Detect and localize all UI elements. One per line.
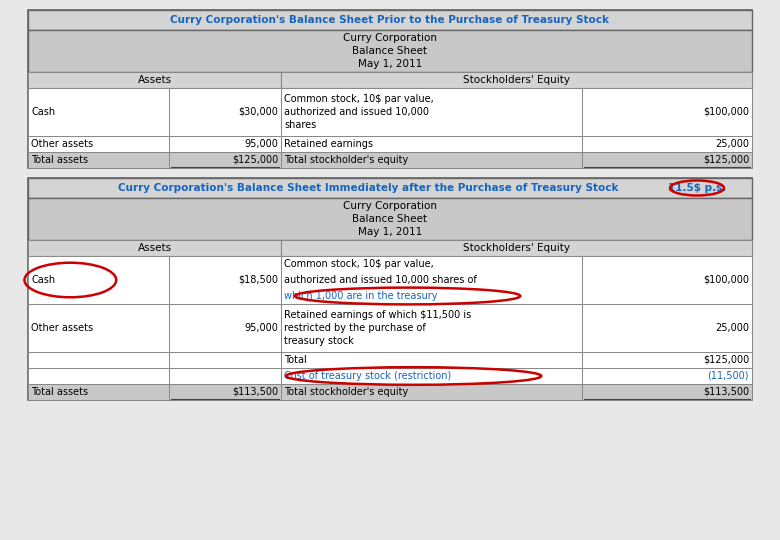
Bar [582, 152, 752, 168]
Text: (11,500): (11,500) [707, 371, 749, 381]
Bar [169, 88, 282, 136]
Bar [28, 10, 752, 30]
Text: 25,000: 25,000 [715, 139, 749, 149]
Bar [169, 152, 282, 168]
Text: $100,000: $100,000 [703, 275, 749, 285]
Bar [582, 256, 752, 304]
Text: Curry Corporation's Balance Sheet Prior to the Purchase of Treasury Stock: Curry Corporation's Balance Sheet Prior … [171, 15, 609, 25]
Bar [28, 178, 752, 400]
Bar [282, 88, 582, 136]
Bar [169, 304, 282, 352]
Text: Curry Corporation's Balance Sheet Immediately after the Purchase of Treasury Sto: Curry Corporation's Balance Sheet Immedi… [118, 183, 626, 193]
Text: $30,000: $30,000 [239, 107, 278, 117]
Bar [169, 384, 282, 400]
Text: Retained earnings of which $11,500 is
restricted by the purchase of
treasury sto: Retained earnings of which $11,500 is re… [285, 310, 472, 346]
Text: Assets: Assets [137, 243, 172, 253]
Bar [28, 136, 169, 152]
Bar [28, 30, 752, 72]
Bar [169, 256, 282, 304]
Bar [169, 368, 282, 384]
Text: Curry Corporation
Balance Sheet
May 1, 2011: Curry Corporation Balance Sheet May 1, 2… [343, 33, 437, 69]
Bar [28, 304, 169, 352]
Bar [28, 198, 752, 240]
Bar [28, 384, 169, 400]
Text: 95,000: 95,000 [244, 323, 278, 333]
Bar [28, 256, 169, 304]
Bar [28, 152, 169, 168]
Text: $125,000: $125,000 [232, 155, 278, 165]
Bar [282, 304, 582, 352]
Bar [282, 368, 582, 384]
Text: authorized and issued 10,000 shares of: authorized and issued 10,000 shares of [285, 275, 477, 285]
Bar [28, 352, 169, 368]
Bar [582, 304, 752, 352]
Text: $100,000: $100,000 [703, 107, 749, 117]
Bar [282, 152, 582, 168]
Text: 11.5$ p.s.: 11.5$ p.s. [668, 183, 726, 193]
Text: Cash: Cash [31, 107, 55, 117]
Bar [28, 368, 169, 384]
Text: Cost of treasury stock (restriction): Cost of treasury stock (restriction) [285, 371, 452, 381]
Bar [582, 88, 752, 136]
Text: Total: Total [285, 355, 307, 365]
Text: Cash: Cash [31, 275, 55, 285]
Bar [282, 72, 752, 88]
Bar [582, 384, 752, 400]
Text: $125,000: $125,000 [703, 155, 749, 165]
Text: which 1,000 are in the treasury: which 1,000 are in the treasury [285, 291, 438, 301]
Bar [28, 240, 282, 256]
Bar [282, 136, 582, 152]
Text: $125,000: $125,000 [703, 355, 749, 365]
Text: Common stock, 10$ par value,: Common stock, 10$ par value, [285, 259, 434, 269]
Text: Other assets: Other assets [31, 139, 93, 149]
Bar [28, 178, 752, 198]
Bar [582, 136, 752, 152]
Text: Retained earnings: Retained earnings [285, 139, 374, 149]
Text: 25,000: 25,000 [715, 323, 749, 333]
Bar [282, 240, 752, 256]
Text: $113,500: $113,500 [232, 387, 278, 397]
Text: $18,500: $18,500 [239, 275, 278, 285]
Text: Curry Corporation
Balance Sheet
May 1, 2011: Curry Corporation Balance Sheet May 1, 2… [343, 201, 437, 237]
Bar [28, 72, 282, 88]
Text: Total stockholder's equity: Total stockholder's equity [285, 155, 409, 165]
Bar [582, 368, 752, 384]
Text: 95,000: 95,000 [244, 139, 278, 149]
Bar [282, 384, 582, 400]
Text: Other assets: Other assets [31, 323, 93, 333]
Text: Stockholders' Equity: Stockholders' Equity [463, 243, 570, 253]
Bar [282, 256, 582, 304]
Text: Total assets: Total assets [31, 155, 88, 165]
Text: $113,500: $113,500 [703, 387, 749, 397]
Bar [169, 136, 282, 152]
Bar [582, 352, 752, 368]
Text: Total stockholder's equity: Total stockholder's equity [285, 387, 409, 397]
Text: Total assets: Total assets [31, 387, 88, 397]
Text: Stockholders' Equity: Stockholders' Equity [463, 75, 570, 85]
Text: Assets: Assets [137, 75, 172, 85]
Bar [28, 10, 752, 168]
Bar [169, 352, 282, 368]
Text: Common stock, 10$ par value,
authorized and issued 10,000
shares: Common stock, 10$ par value, authorized … [285, 94, 434, 130]
Bar [282, 352, 582, 368]
Bar [28, 88, 169, 136]
